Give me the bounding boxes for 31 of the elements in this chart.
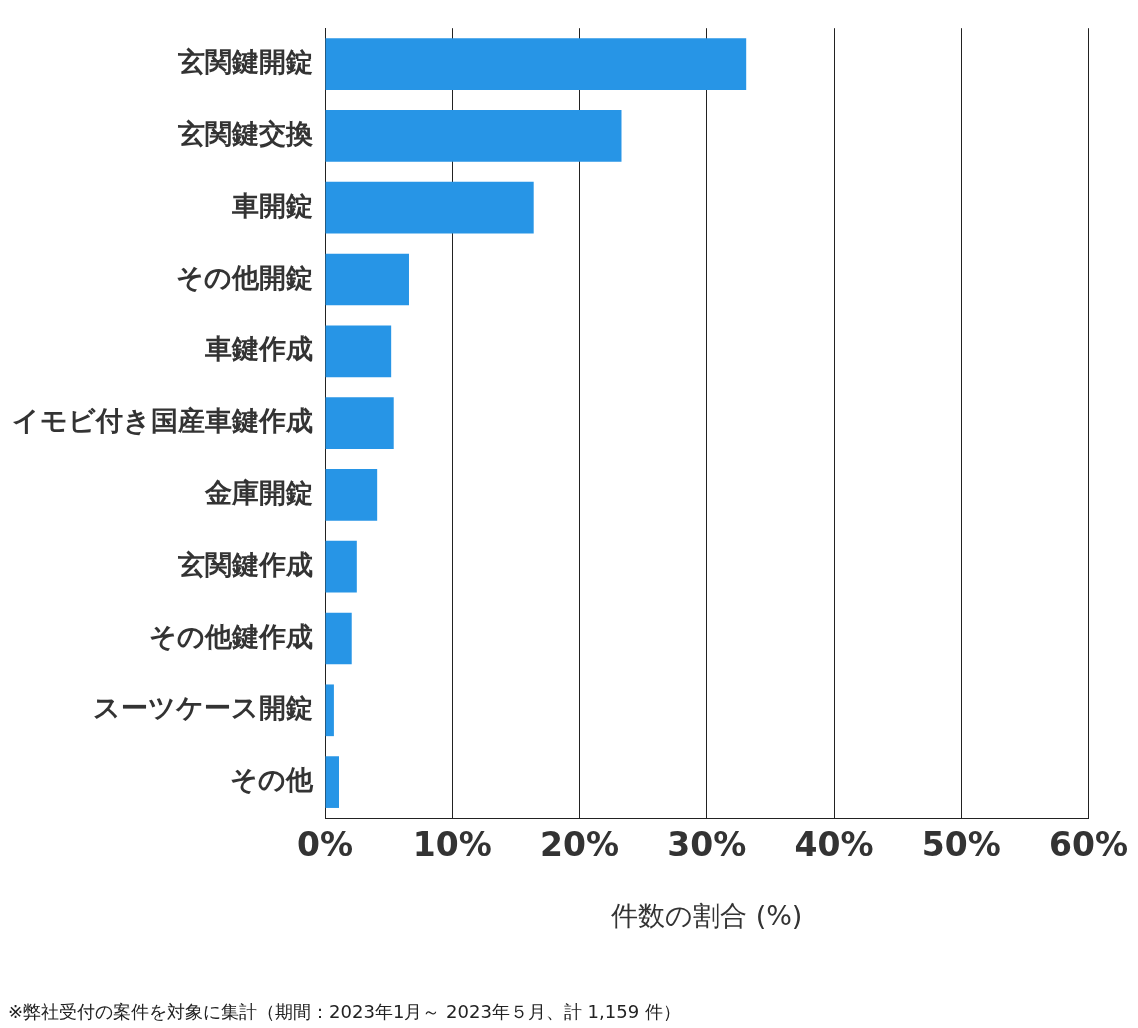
bar bbox=[325, 756, 339, 808]
y-tick-label: 玄関鍵開錠 bbox=[177, 46, 313, 78]
y-tick-label: その他鍵作成 bbox=[149, 620, 313, 652]
x-tick-label: 50% bbox=[921, 825, 1001, 865]
x-tick-label: 30% bbox=[667, 825, 747, 865]
y-tick-label: イモビ付き国産車鍵作成 bbox=[12, 405, 313, 437]
y-tick-label: その他開錠 bbox=[176, 261, 313, 293]
bar bbox=[325, 110, 622, 162]
bar bbox=[325, 38, 747, 90]
bar bbox=[325, 397, 394, 449]
y-tick-label: スーツケース開錠 bbox=[93, 692, 313, 724]
x-tick-label: 40% bbox=[794, 825, 874, 865]
bar bbox=[325, 253, 409, 306]
y-tick-label: 玄関鍵作成 bbox=[177, 548, 313, 580]
x-tick-label: 0% bbox=[296, 825, 354, 865]
y-tick-label: 金庫開錠 bbox=[204, 476, 313, 508]
bar bbox=[325, 325, 392, 378]
x-axis-title: 件数の割合 (%) bbox=[611, 899, 803, 931]
x-tick-label: 10% bbox=[412, 825, 492, 865]
bar bbox=[325, 612, 352, 665]
bar bbox=[325, 469, 378, 521]
y-tick-label: 車開錠 bbox=[231, 189, 313, 221]
x-tick-label: 60% bbox=[1049, 825, 1129, 865]
bar bbox=[325, 181, 534, 234]
x-tick-label: 20% bbox=[540, 825, 619, 865]
bar bbox=[325, 684, 334, 737]
y-tick-label: その他 bbox=[230, 764, 314, 796]
y-tick-label: 車鍵作成 bbox=[204, 333, 313, 365]
y-tick-label: 玄関鍵交換 bbox=[177, 117, 313, 149]
text: ※弊社受付の案件を対象に集計（期間：2023年1月～ 2023年５月、計 1,159 件） bbox=[8, 1000, 681, 1022]
bar bbox=[325, 540, 357, 593]
